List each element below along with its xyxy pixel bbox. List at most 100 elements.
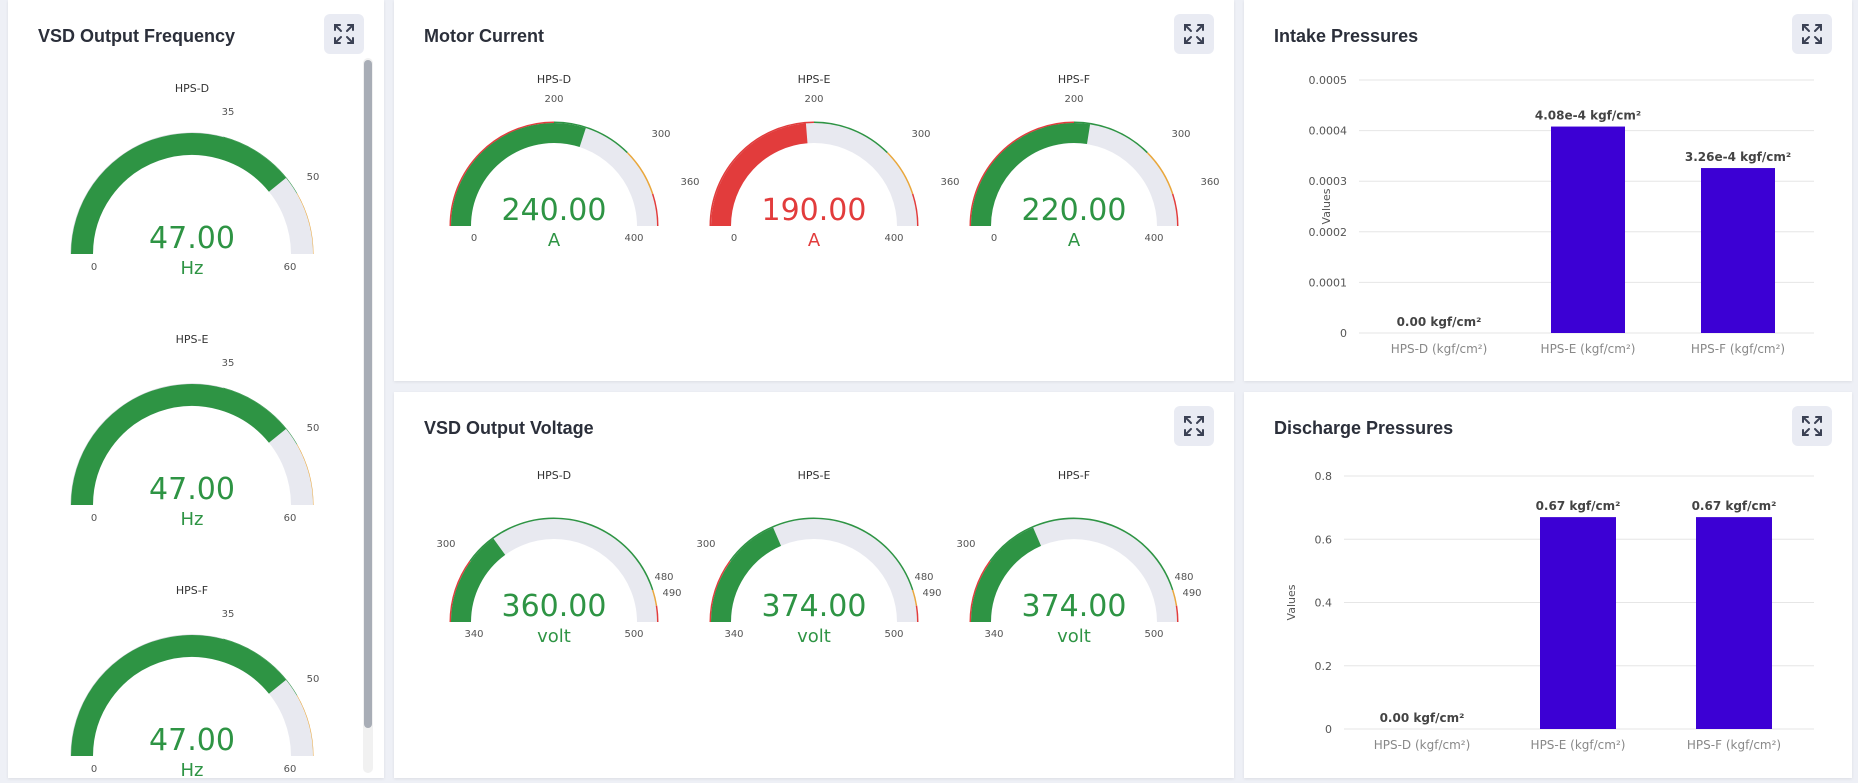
gauge-tick-label: 400 [884, 233, 903, 244]
gauge-tick-label: 400 [624, 233, 643, 244]
gauge-unit: Hz [181, 509, 204, 530]
gauge-value-arc [451, 538, 506, 623]
card-title: Discharge Pressures [1274, 418, 1454, 438]
bar-data-label: 0.67 kgf/cm² [1692, 499, 1777, 513]
gauge-value: 47.00 [149, 723, 235, 758]
expand-icon [1184, 24, 1204, 44]
gauge-tick-label: 200 [544, 94, 563, 105]
gauge-tick-label: 490 [922, 588, 941, 599]
intake-pressures-card: Intake Pressures 0 0.0001 0.0002 0.0003 0.00… [1244, 0, 1852, 381]
gauge-tick-label: 300 [651, 129, 670, 140]
x-category-label: HPS-D (kgf/cm²) [1374, 738, 1471, 752]
gauge-title: HPS-E [176, 333, 209, 346]
gauge-unit: Hz [181, 760, 204, 778]
vsd-voltage-card: VSD Output Voltage HPS-D 300 340 480 490 500 3… [394, 392, 1234, 778]
gauge-value-arc [711, 123, 808, 227]
gauge-value-arc [71, 635, 287, 757]
y-tick-label: 0.0002 [1309, 226, 1348, 239]
y-tick-label: 0.0003 [1309, 175, 1348, 188]
discharge-bar-chart: 0 0.2 0.4 0.6 0.8 Values 0.00 kgf/cm² HPS-D (kg… [1285, 470, 1814, 752]
y-tick-label: 0.0001 [1309, 276, 1348, 289]
bar[interactable] [1696, 517, 1772, 729]
gauge-tick-label: 200 [1064, 94, 1083, 105]
gauge-value: 220.00 [1022, 193, 1127, 228]
gauge-title: HPS-D [175, 82, 209, 95]
gauge-tick-label: 300 [956, 539, 975, 550]
gauge-tick-label: 300 [911, 129, 930, 140]
gauge-tick-label: 50 [307, 674, 320, 685]
gauge-tick-label: 35 [222, 609, 235, 620]
gauge-hps-f: HPS-F 0 35 50 60 47.00 Hz [70, 584, 320, 778]
y-tick-label: 0.2 [1315, 660, 1333, 673]
gauge-value: 190.00 [762, 193, 867, 228]
card-title: VSD Output Frequency [38, 26, 236, 46]
gauge-value-arc [711, 527, 782, 623]
expand-button[interactable] [1792, 14, 1832, 54]
gauge-tick-label: 500 [884, 629, 903, 640]
bar[interactable] [1701, 168, 1775, 333]
gauge-tick-label: 480 [1174, 572, 1193, 583]
gauge-tick-label: 500 [624, 629, 643, 640]
scrollbar-thumb[interactable] [364, 60, 372, 728]
x-category-label: HPS-F (kgf/cm²) [1691, 342, 1785, 356]
gauge-tick-label: 400 [1144, 233, 1163, 244]
gauge-title: HPS-D [537, 73, 571, 86]
gauge-value: 374.00 [762, 589, 867, 624]
bar[interactable] [1540, 517, 1616, 729]
y-tick-label: 0.8 [1315, 470, 1333, 483]
gauge-tick-label: 60 [284, 513, 297, 524]
gauge-value-arc [71, 133, 287, 255]
gauge-tick-label: 0 [91, 764, 97, 775]
gauge-tick-label: 360 [1200, 177, 1219, 188]
gauge-unit: Hz [181, 258, 204, 279]
x-category-label: HPS-D (kgf/cm²) [1391, 342, 1488, 356]
y-tick-label: 0 [1325, 723, 1332, 736]
gauge-tick-label: 490 [662, 588, 681, 599]
gauge-title: HPS-E [798, 469, 831, 482]
gauge-title: HPS-F [176, 584, 208, 597]
gauge-tick-label: 60 [284, 764, 297, 775]
gauge-tick-label: 0 [91, 513, 97, 524]
y-tick-label: 0.6 [1315, 533, 1333, 546]
y-tick-label: 0.0005 [1309, 74, 1348, 87]
voltage-gauges: HPS-D300340480490500360.00voltHPS-E30034… [436, 469, 1201, 647]
gauge-title: HPS-F [1058, 469, 1090, 482]
bar-data-label: 0.00 kgf/cm² [1380, 711, 1465, 725]
gauge-unit: volt [797, 626, 831, 647]
gauge-tick-label: 50 [307, 423, 320, 434]
gauge-tick-label: 35 [222, 107, 235, 118]
gauge-unit: A [1068, 230, 1081, 251]
frequency-gauges: HPS-D035506047.00HzHPS-E035506047.00HzHP… [70, 82, 320, 778]
motor-current-card: Motor Current HPS-D 0 200 300 360 400 240.00 A H… [394, 0, 1234, 381]
gauge-value-arc [71, 384, 287, 506]
expand-button[interactable] [1174, 14, 1214, 54]
expand-button[interactable] [324, 14, 364, 54]
gauge-title: HPS-F [1058, 73, 1090, 86]
gauge-tick-label: 490 [1182, 588, 1201, 599]
gauge-unit: volt [537, 626, 571, 647]
bar-data-label: 3.26e-4 kgf/cm² [1685, 150, 1791, 164]
gauge-tick-label: 340 [464, 629, 483, 640]
expand-button[interactable] [1792, 406, 1832, 446]
gauge-tick-label: 300 [1171, 129, 1190, 140]
expand-icon [1802, 24, 1822, 44]
gauge-hps-f: HPS-F 0 200 300 360 400 220.00A [969, 73, 1220, 251]
gauge-title: HPS-D [537, 469, 571, 482]
gauge-tick-label: 360 [940, 177, 959, 188]
gauge-value: 47.00 [149, 221, 235, 256]
gauge-unit: A [548, 230, 561, 251]
expand-button[interactable] [1174, 406, 1214, 446]
gauge-tick-label: 0 [471, 233, 477, 244]
bar-data-label: 4.08e-4 kgf/cm² [1535, 109, 1641, 123]
bar[interactable] [1551, 126, 1625, 333]
gauge-tick-label: 0 [731, 233, 737, 244]
gauge-unit: volt [1057, 626, 1091, 647]
gauge-tick-label: 480 [654, 572, 673, 583]
gauge-tick-label: 300 [436, 539, 455, 550]
gauge-value-arc [971, 123, 1091, 227]
gauge-value: 360.00 [502, 589, 607, 624]
expand-icon [1802, 416, 1822, 436]
